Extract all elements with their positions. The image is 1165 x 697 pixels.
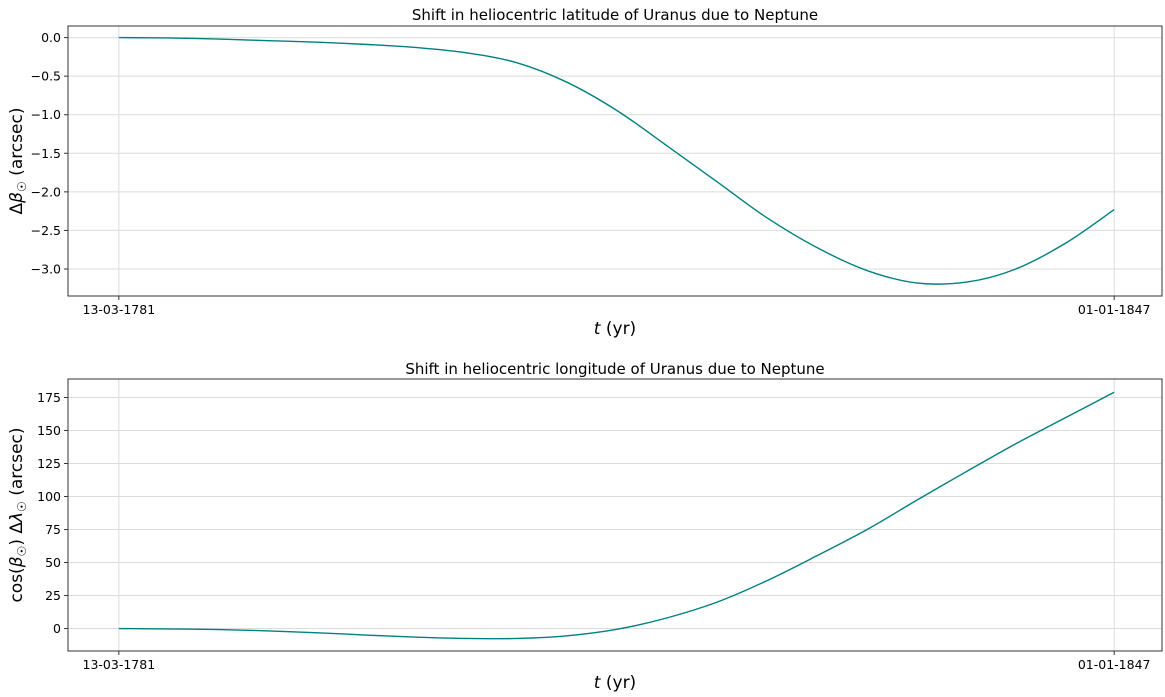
- latitude-y-axis-label-part: (arcsec): [7, 108, 27, 182]
- latitude-x-axis-label: t (yr): [594, 319, 636, 339]
- latitude-y-tick-label: −0.5: [31, 69, 61, 84]
- latitude-chart-title: Shift in heliocentric latitude of Uranus…: [412, 6, 818, 24]
- latitude-y-tick-label: −1.5: [31, 146, 61, 161]
- longitude-y-axis-label-part: (arcsec): [7, 427, 27, 501]
- longitude-y-axis-label-part: cos(: [7, 567, 27, 602]
- longitude-y-tick-label: 50: [45, 555, 61, 570]
- longitude-y-axis-label-part: λ: [7, 512, 27, 523]
- longitude-x-tick-label: 13-03-1781: [83, 657, 156, 672]
- longitude-y-axis-label: cos(β☉) Δλ☉ (arcsec): [7, 427, 29, 602]
- latitude-y-tick-label: −2.0: [31, 184, 61, 199]
- longitude-y-tick-label: 0: [53, 621, 61, 636]
- longitude-grid: [68, 379, 1162, 651]
- longitude-x-axis-label: t (yr): [594, 673, 636, 693]
- latitude-x-tick-label: 01-01-1847: [1078, 302, 1151, 317]
- latitude-y-axis-label-part: Δ: [7, 202, 27, 214]
- longitude-y-axis-label-part: β: [7, 556, 27, 568]
- longitude-y-tick-label: 125: [37, 456, 61, 471]
- longitude-ticks: 0 25 50 75 100 125 150 175 13-03-1781 01-01-1847: [37, 390, 1150, 672]
- latitude-y-axis-label-part: β: [7, 192, 27, 204]
- latitude-y-tick-label: −1.0: [31, 107, 61, 122]
- latitude-y-axis-label: Δβ☉ (arcsec): [7, 108, 29, 215]
- longitude-plot-frame: [67, 378, 1163, 652]
- longitude-y-axis-label-part: ☉: [15, 501, 29, 512]
- longitude-y-tick-label: 150: [37, 423, 61, 438]
- longitude-y-axis-label-part: ☉: [15, 546, 29, 557]
- longitude-series-line: [118, 391, 1115, 640]
- latitude-y-axis-label-part: ☉: [15, 181, 29, 192]
- latitude-y-tick-label: −3.0: [31, 262, 61, 277]
- latitude-panel: 0.0 −0.5 −1.0 −1.5 −2.0 −2.5 −3.0 13-03-1781 01-…: [7, 6, 1163, 339]
- latitude-series-line: [118, 36, 1115, 285]
- longitude-y-tick-label: 25: [45, 588, 61, 603]
- latitude-grid: [68, 26, 1162, 296]
- longitude-y-tick-label: 175: [37, 390, 61, 405]
- longitude-y-tick-label: 100: [37, 489, 61, 504]
- longitude-y-axis-label-part: ) Δ: [7, 522, 27, 546]
- latitude-y-tick-label: 0.0: [41, 30, 61, 45]
- latitude-y-tick-label: −2.5: [31, 223, 61, 238]
- latitude-ticks: 0.0 −0.5 −1.0 −1.5 −2.0 −2.5 −3.0 13-03-1781 01-…: [31, 30, 1151, 317]
- longitude-y-tick-label: 75: [45, 522, 61, 537]
- latitude-x-tick-label: 13-03-1781: [83, 302, 156, 317]
- longitude-chart-title: Shift in heliocentric longitude of Uranu…: [405, 360, 824, 378]
- longitude-x-tick-label: 01-01-1847: [1078, 657, 1151, 672]
- latitude-plot-frame: [67, 25, 1163, 297]
